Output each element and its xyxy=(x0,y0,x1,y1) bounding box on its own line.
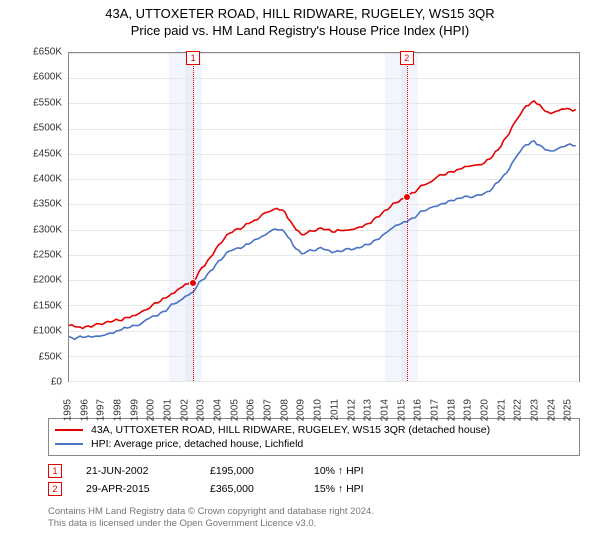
x-tick-label: 2011 xyxy=(329,399,340,421)
footer-attribution: Contains HM Land Registry data © Crown c… xyxy=(48,506,580,531)
legend-swatch-icon xyxy=(55,429,83,431)
x-tick-label: 2018 xyxy=(446,399,457,421)
marker-date: 21-JUN-2002 xyxy=(86,465,186,477)
marker-chip: 1 xyxy=(186,51,200,65)
x-tick-label: 2005 xyxy=(229,399,240,421)
x-tick-label: 2020 xyxy=(479,399,490,421)
x-axis: 1995199619971998199920002001200220032004… xyxy=(68,384,580,412)
y-tick-label: £100K xyxy=(33,326,62,337)
legend-label: HPI: Average price, detached house, Lich… xyxy=(91,438,303,450)
chart-title: 43A, UTTOXETER ROAD, HILL RIDWARE, RUGEL… xyxy=(0,0,600,21)
x-tick-label: 2024 xyxy=(546,399,557,421)
x-tick-label: 2023 xyxy=(529,399,540,421)
x-tick-label: 2022 xyxy=(513,399,524,421)
x-tick-label: 2009 xyxy=(296,399,307,421)
y-tick-label: £550K xyxy=(33,97,62,108)
marker-date: 29-APR-2015 xyxy=(86,483,186,495)
marker-chip: 2 xyxy=(400,51,414,65)
x-tick-label: 2002 xyxy=(179,399,190,421)
chart-subtitle: Price paid vs. HM Land Registry's House … xyxy=(0,21,600,42)
marker-vline xyxy=(407,53,408,381)
grid-line xyxy=(69,381,579,382)
x-tick-label: 2008 xyxy=(279,399,290,421)
x-tick-label: 2004 xyxy=(213,399,224,421)
plot-area: 12 xyxy=(68,52,580,382)
y-axis: £0£50K£100K£150K£200K£250K£300K£350K£400… xyxy=(20,52,66,382)
x-tick-label: 2010 xyxy=(313,399,324,421)
x-tick-label: 2000 xyxy=(146,399,157,421)
x-tick-label: 1998 xyxy=(113,399,124,421)
x-tick-label: 2016 xyxy=(413,399,424,421)
x-tick-label: 1996 xyxy=(79,399,90,421)
markers-table: 1 21-JUN-2002 £195,000 10% ↑ HPI 2 29-APR-201… xyxy=(48,462,580,498)
x-tick-label: 2025 xyxy=(563,399,574,421)
marker-price: £365,000 xyxy=(210,483,290,495)
x-tick-label: 1997 xyxy=(96,399,107,421)
x-tick-label: 2001 xyxy=(163,399,174,421)
legend-label: 43A, UTTOXETER ROAD, HILL RIDWARE, RUGEL… xyxy=(91,424,490,436)
marker-vline xyxy=(193,53,194,381)
x-tick-label: 2006 xyxy=(246,399,257,421)
chart-area: £0 £50K £100K £150K £200K £250K £300K £350K £400… xyxy=(20,42,590,412)
y-tick-label: £0 xyxy=(51,377,62,388)
x-tick-label: 2014 xyxy=(379,399,390,421)
x-tick-label: 2015 xyxy=(396,399,407,421)
marker-pct: 10% ↑ HPI xyxy=(314,465,404,477)
marker-dot xyxy=(189,279,197,287)
y-tick-label: £600K xyxy=(33,72,62,83)
marker-row: 2 29-APR-2015 £365,000 15% ↑ HPI xyxy=(48,480,580,498)
x-tick-label: 1995 xyxy=(63,399,74,421)
y-tick-label: £450K xyxy=(33,148,62,159)
x-tick-label: 2012 xyxy=(346,399,357,421)
y-tick-label: £650K xyxy=(33,47,62,58)
y-tick-label: £350K xyxy=(33,199,62,210)
marker-badge: 2 xyxy=(48,482,62,496)
marker-row: 1 21-JUN-2002 £195,000 10% ↑ HPI xyxy=(48,462,580,480)
legend-row: HPI: Average price, detached house, Lich… xyxy=(55,437,573,451)
marker-dot xyxy=(403,193,411,201)
y-tick-label: £250K xyxy=(33,250,62,261)
y-tick-label: £400K xyxy=(33,173,62,184)
x-tick-label: 2021 xyxy=(496,399,507,421)
marker-price: £195,000 xyxy=(210,465,290,477)
x-tick-label: 2007 xyxy=(263,399,274,421)
legend: 43A, UTTOXETER ROAD, HILL RIDWARE, RUGEL… xyxy=(48,418,580,456)
marker-badge: 1 xyxy=(48,464,62,478)
x-tick-label: 2017 xyxy=(429,399,440,421)
series-line-property xyxy=(69,101,576,329)
y-tick-label: £200K xyxy=(33,275,62,286)
y-tick-label: £500K xyxy=(33,123,62,134)
x-tick-label: 2013 xyxy=(363,399,374,421)
x-tick-label: 1999 xyxy=(129,399,140,421)
marker-pct: 15% ↑ HPI xyxy=(314,483,404,495)
x-tick-label: 2003 xyxy=(196,399,207,421)
legend-swatch-icon xyxy=(55,443,83,445)
x-tick-label: 2019 xyxy=(463,399,474,421)
legend-row: 43A, UTTOXETER ROAD, HILL RIDWARE, RUGEL… xyxy=(55,423,573,437)
y-tick-label: £150K xyxy=(33,300,62,311)
y-tick-label: £300K xyxy=(33,224,62,235)
y-tick-label: £50K xyxy=(39,351,62,362)
